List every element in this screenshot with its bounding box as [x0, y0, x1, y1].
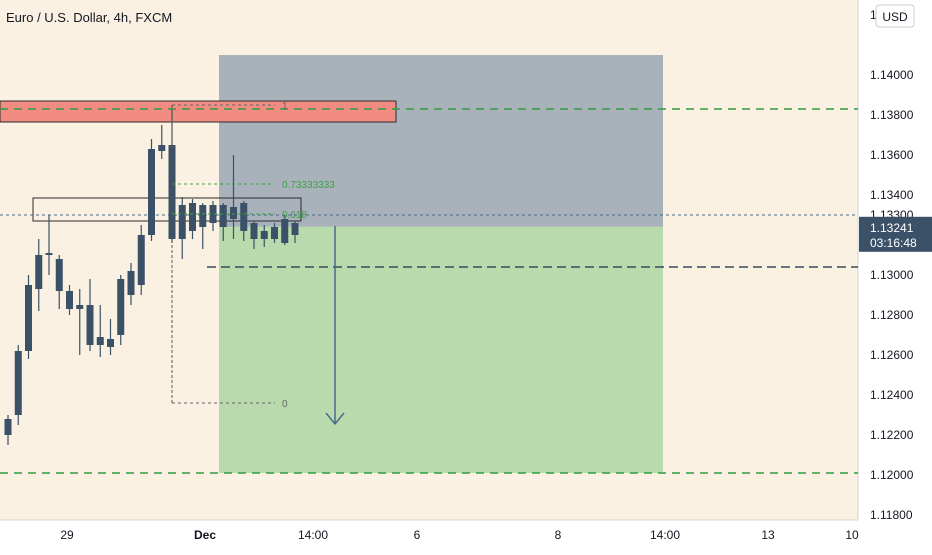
time-tick-label: 14:00 [650, 528, 680, 542]
time-tick-label: 8 [555, 528, 562, 542]
candle[interactable] [45, 215, 53, 275]
currency-button[interactable]: USD [875, 4, 915, 28]
time-axis-panel[interactable] [0, 520, 858, 550]
candle[interactable] [137, 225, 145, 295]
candle[interactable] [260, 225, 268, 247]
fib-level-label: 0 [282, 399, 288, 410]
candle[interactable] [148, 139, 155, 241]
candle-body [230, 207, 237, 219]
price-tick-label: 1.12000 [870, 468, 914, 482]
candle-body [127, 271, 135, 295]
fib-level-label: 0.618 [282, 210, 307, 221]
candle[interactable] [199, 203, 207, 249]
candle[interactable] [271, 223, 278, 243]
candle[interactable] [25, 275, 32, 359]
candle-body [250, 223, 258, 239]
candle-body [209, 205, 217, 223]
price-tick-label: 1.13400 [870, 188, 914, 202]
candle[interactable] [219, 203, 227, 241]
candle-body [281, 219, 289, 243]
candle[interactable] [86, 279, 94, 351]
take-profit-zone[interactable] [219, 226, 663, 473]
price-axis-panel[interactable] [858, 0, 932, 550]
candle[interactable] [55, 255, 63, 309]
time-tick-label: 6 [414, 528, 421, 542]
price-tick-label: 1.12800 [870, 308, 914, 322]
candle-body [4, 419, 12, 435]
price-tick-label: 1.13600 [870, 148, 914, 162]
price-tick-label: 1.12200 [870, 428, 914, 442]
time-tick-label: Dec [194, 528, 216, 542]
candle[interactable] [127, 263, 135, 305]
time-tick-label: 14:00 [298, 528, 328, 542]
bar-countdown-label: 03:16:48 [870, 236, 917, 250]
candle-body [25, 285, 32, 351]
candle-body [107, 339, 114, 347]
candle-body [86, 305, 94, 345]
candle-body [96, 337, 104, 345]
fib-level-label: 0.73333333 [282, 180, 335, 191]
symbol-title: Euro / U.S. Dollar, 4h, FXCM [6, 10, 172, 25]
candle-body [271, 227, 278, 239]
candle-body [199, 205, 207, 227]
price-tick-label: 1.13800 [870, 108, 914, 122]
candle-body [117, 279, 125, 335]
resistance-zone[interactable] [0, 100, 397, 123]
candle-body [35, 255, 43, 289]
consolidation-box[interactable] [32, 197, 302, 222]
stop-loss-zone[interactable] [219, 55, 663, 227]
currency-label: USD [882, 10, 908, 24]
candle[interactable] [209, 201, 217, 231]
candle-body [45, 253, 53, 255]
candle[interactable] [4, 415, 12, 445]
price-tick-label: 1.12400 [870, 388, 914, 402]
down-arrow-head[interactable] [325, 412, 345, 426]
candle[interactable] [107, 319, 114, 355]
current-price-label: 1.13241 [870, 221, 914, 235]
candle-body [219, 205, 227, 227]
candle[interactable] [281, 215, 289, 245]
candle-body [240, 203, 248, 231]
candle-body [14, 351, 22, 415]
candle-body [148, 149, 155, 235]
candle[interactable] [14, 345, 22, 425]
candle[interactable] [189, 199, 196, 239]
candle[interactable] [117, 275, 125, 345]
candle-body [178, 205, 186, 239]
candle-body [189, 203, 196, 231]
candle-body [66, 291, 73, 309]
time-tick-label: 10 [845, 528, 859, 542]
candle[interactable] [158, 125, 166, 159]
current-price-badge-bg [859, 216, 932, 252]
candle-body [55, 259, 63, 291]
candle[interactable] [230, 155, 237, 239]
candle-body [158, 145, 166, 151]
candle[interactable] [291, 221, 299, 243]
time-tick-label: 13 [761, 528, 775, 542]
candle-body [137, 235, 145, 285]
candle[interactable] [178, 197, 186, 259]
candle-body [291, 223, 299, 235]
price-tick-label: 1.14000 [870, 68, 914, 82]
candle[interactable] [96, 305, 104, 357]
candle[interactable] [240, 201, 248, 241]
time-tick-label: 29 [60, 528, 74, 542]
candle[interactable] [250, 221, 258, 249]
candle-body [260, 231, 268, 239]
candle[interactable] [35, 239, 43, 311]
fib-level-label: 1 [282, 101, 288, 112]
price-tick-label: 1.11800 [870, 508, 913, 522]
candle-body [76, 305, 84, 309]
candle[interactable] [66, 285, 73, 315]
price-tick-label: 1.13000 [870, 268, 914, 282]
candle[interactable] [76, 289, 84, 355]
price-tick-label: 1.12600 [870, 348, 914, 362]
